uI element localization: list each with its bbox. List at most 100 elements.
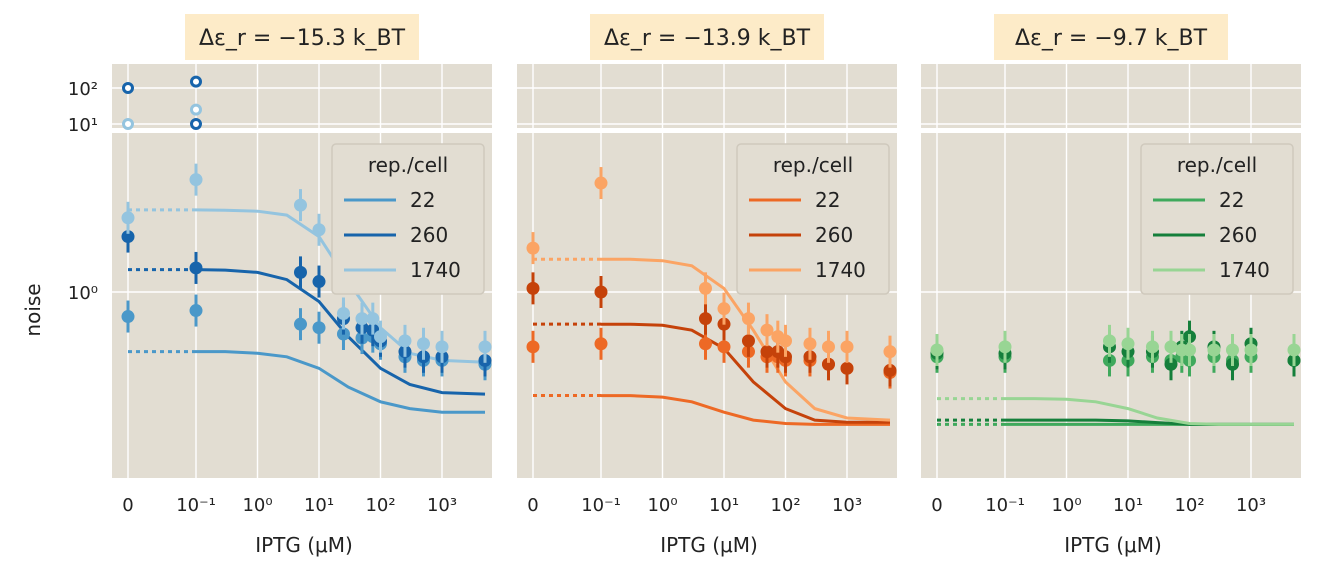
x-tick-label: 10⁰ [1051,495,1081,516]
x-tick-label: 10¹ [1113,495,1143,516]
data-point-1740 [336,306,350,320]
panel-title: Δε_r = −13.9 k_BT [604,26,811,51]
theory-curve-22 [196,350,485,414]
data-point-260 [883,363,897,377]
x-tick-label: 10⁰ [647,495,677,516]
x-tick-label: 10⁻¹ [581,495,621,516]
data-point-1740 [779,334,792,348]
legend-label: 22 [815,188,840,212]
data-point-260 [760,345,774,359]
data-point-1740 [355,312,369,326]
panel-title-box [590,14,824,60]
x-axis-label: IPTG (μM) [255,533,353,557]
top-panel-bg [921,64,1301,128]
outlier-point-260 [190,75,202,88]
legend-title: rep./cell [773,153,853,177]
panel-2: Δε_r = −13.9 k_BT 0 10⁻¹ 10⁰ 10¹ 10² 10³ IPTG (… [517,14,897,557]
data-point-1740 [821,340,835,354]
x-tick-label: 10³ [427,495,457,516]
data-point-1740 [883,345,897,359]
legend-box [1140,143,1294,295]
top-panel-bg [517,64,897,128]
data-point-1740 [312,223,326,237]
data-point-22 [121,310,135,324]
y-tick-label-main: 10⁰ [68,283,98,304]
data-point-1740 [398,334,412,348]
data-point-1740 [366,312,380,326]
top-panel-bg [112,64,492,128]
data-point-1740 [1225,343,1239,357]
data-point-1740 [478,340,492,354]
legend-label: 22 [410,188,435,212]
data-point-1740 [998,340,1012,354]
data-point-260 [698,312,712,326]
y-axis-label: noise [21,283,45,336]
theory-curve-22 [601,394,890,426]
legend-label: 260 [815,223,853,247]
outlier-point-1740 [190,103,202,116]
data-point-1740 [526,241,540,255]
data-point-260 [594,285,608,299]
theory-curve-1740 [601,257,891,422]
data-point-1740 [840,340,854,354]
legend-label: 260 [410,223,448,247]
data-point-1740 [1164,340,1178,354]
x-tick-label: 0 [527,495,538,516]
data-point-1740 [435,340,449,354]
data-point-1740 [121,211,135,225]
data-point-1740 [717,302,731,316]
panel-title: Δε_r = −15.3 k_BT [199,26,406,51]
data-point-1740 [930,343,944,357]
legend-box [331,143,485,295]
panel-title: Δε_r = −9.7 k_BT [1015,26,1208,51]
x-tick-label: 10² [365,495,395,516]
data-point-1740 [1102,334,1116,348]
data-point-260 [189,261,203,275]
data-point-22 [594,337,608,351]
legend-label: 1740 [410,258,461,282]
data-point-260 [741,334,755,348]
data-point-22 [698,337,712,351]
x-tick-label: 10¹ [304,495,334,516]
data-point-260 [312,275,326,289]
legend-label: 260 [1219,223,1257,247]
x-tick-label: 10¹ [709,495,739,516]
outlier-point-1740 [122,118,134,130]
data-point-22 [293,317,307,331]
y-tick-label-top: 10¹ [68,115,98,136]
data-point-260 [526,281,540,295]
theory-curve-260 [195,268,486,396]
x-axis-label: IPTG (μM) [1064,533,1162,557]
data-point-1740 [1121,337,1135,351]
panel-1: Δε_r = −15.3 k_BT 0 10⁻¹ 10⁰ 10¹ 10² 10³ IPTG (… [112,14,492,557]
legend-label: 1740 [1219,258,1270,282]
data-point-22 [526,340,540,354]
theory-curve-1740 [1005,397,1294,426]
x-tick-label: 0 [931,495,942,516]
x-tick-label: 0 [122,495,133,516]
data-point-1740 [1183,343,1196,357]
panel-title-box [185,14,419,60]
data-point-22 [312,321,326,335]
x-tick-label: 10⁻¹ [985,495,1025,516]
y-tick-label-top: 10² [68,79,98,100]
data-point-1740 [698,281,712,295]
x-tick-label: 10² [1174,495,1204,516]
data-point-260 [1164,357,1178,371]
x-tick-label: 10³ [1236,495,1266,516]
data-point-1740 [760,323,774,337]
legend-box [736,143,890,295]
legend-title: rep./cell [368,153,448,177]
data-point-1740 [374,330,387,344]
data-point-1740 [1244,343,1258,357]
x-tick-label: 10³ [832,495,862,516]
x-tick-label: 10² [770,495,800,516]
data-point-1740 [594,176,608,190]
data-point-260 [121,230,135,244]
data-point-22 [189,304,203,318]
x-tick-label: 10⁰ [242,495,272,516]
data-point-1740 [416,337,430,351]
data-point-260 [840,361,854,375]
data-point-1740 [1207,343,1221,357]
